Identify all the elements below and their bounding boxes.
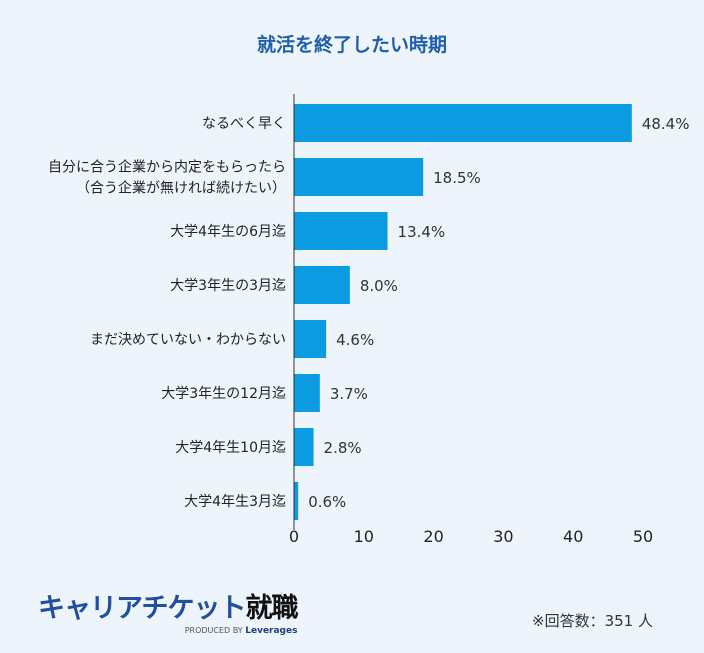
x-tick-label: 40: [563, 527, 583, 546]
bar: [294, 212, 388, 250]
data-label: 3.7%: [330, 385, 368, 403]
data-label: 4.6%: [336, 331, 374, 349]
data-label: 13.4%: [398, 223, 446, 241]
bar: [294, 482, 299, 520]
x-tick-label: 0: [289, 527, 299, 546]
category-label: 大学4年生3月迄: [184, 494, 286, 510]
data-label: 2.8%: [324, 439, 362, 457]
x-tick-label: 20: [423, 527, 443, 546]
bar: [294, 266, 350, 304]
data-label: 0.6%: [308, 493, 346, 511]
bar-chart: 48.4% なるべく早く 18.5% 自分に合う企業から内定をもらったら （合う企業が無…: [48, 94, 690, 546]
bar: [294, 374, 320, 412]
category-label: 大学4年生10月迄: [175, 440, 286, 456]
category-label: まだ決めていない・わからない: [90, 332, 286, 348]
logo-text: キャリアチケット: [38, 593, 246, 624]
x-tick-label: 10: [354, 527, 374, 546]
data-label: 18.5%: [433, 169, 481, 187]
respondent-count: ※回答数：351 人: [532, 612, 653, 630]
logo-text-bold: 就職: [245, 593, 298, 624]
chart-title: 就活を終了したい時期: [256, 34, 447, 56]
x-tick-label: 30: [493, 527, 513, 546]
logo-brand: Leverages: [245, 626, 298, 636]
category-label: 大学4年生の6月迄: [170, 224, 286, 240]
x-tick-label: 50: [633, 527, 653, 546]
bar: [294, 158, 424, 196]
bar: [294, 320, 327, 358]
category-label: 大学3年生の12月迄: [161, 386, 286, 402]
category-label: 大学3年生の3月迄: [170, 278, 286, 294]
bar: [294, 428, 314, 466]
data-label: 48.4%: [642, 115, 690, 133]
bar: [294, 104, 632, 142]
category-label: 自分に合う企業から内定をもらったら: [48, 159, 286, 176]
category-label: なるべく早く: [202, 116, 286, 132]
data-label: 8.0%: [360, 277, 398, 295]
logo-sub: PRODUCED BY: [184, 626, 243, 635]
logo: キャリアチケット就職 PRODUCED BY Leverages: [38, 586, 298, 636]
category-label: （合う企業が無ければ続けたい）: [76, 180, 286, 197]
